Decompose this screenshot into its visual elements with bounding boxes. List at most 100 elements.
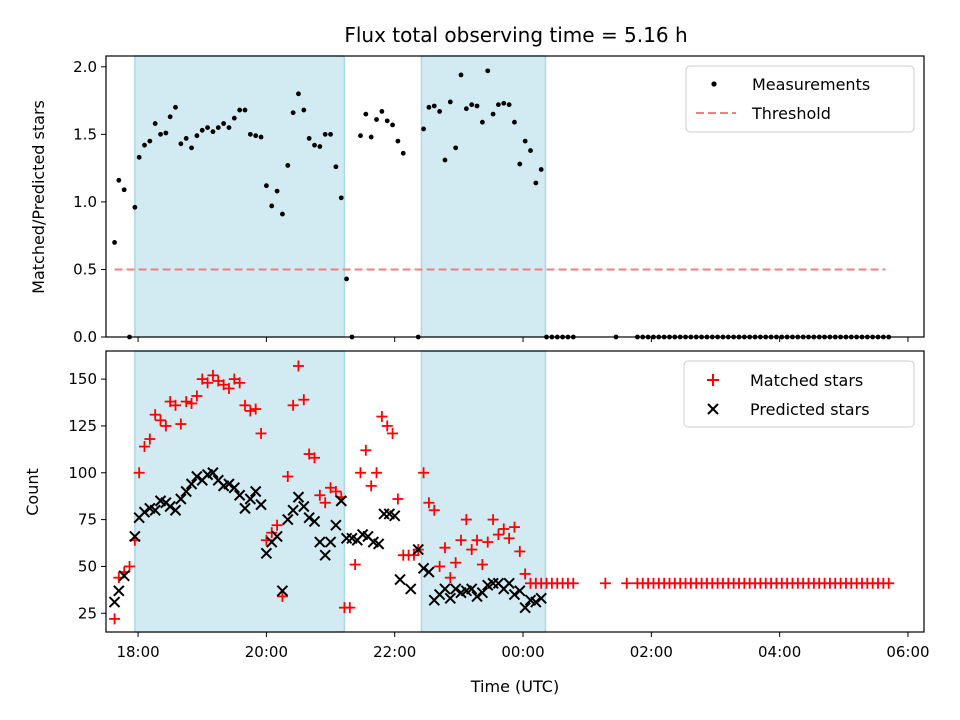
y-tick-label: 2.0 [73,58,97,76]
measurement-point [132,204,138,210]
matched-star-point [498,523,510,535]
predicted-star-point [271,530,283,543]
measurement-point [517,161,523,167]
predicted-star-point [476,586,489,599]
matched-star-point [180,396,192,408]
predicted-star-point [388,510,401,522]
measurement-point [368,134,374,140]
measurement-point [533,180,539,186]
measurement-point [442,157,448,163]
measurement-point [358,133,363,139]
measurement-point [458,72,464,78]
matched-star-point [175,418,187,430]
matched-star-point [381,420,393,432]
matched-star-point [476,559,488,571]
measurement-point [453,145,459,151]
matched-star-point [344,602,356,614]
predicted-star-point [319,549,331,561]
measurement-point [344,276,349,282]
predicted-star-point [378,508,390,520]
predicted-star-point [185,478,198,490]
top-y-axis-label: Matched/Predicted stars [29,100,48,294]
measurement-point [152,121,158,126]
measurement-point [183,136,189,141]
predicted-star-point [519,601,531,614]
bottom-panel: 25 50 75 100 125 150 18:00 20:00 22:00 00:00 02:0… [23,350,930,696]
matched-star-point [450,557,462,569]
matched-star-point [239,399,251,411]
predicted-star-point [191,470,203,483]
predicted-star-point [138,506,151,518]
predicted-star-point [298,500,310,513]
predicted-star-point [444,592,457,604]
predicted-star-point [180,485,192,498]
matched-star-point [354,467,366,479]
y-tick-label: 0.5 [73,260,97,278]
predicted-star-point [233,489,246,501]
predicted-star-point [207,467,219,479]
measurement-point [116,177,122,183]
measurement-point [474,103,480,109]
measurement-point [274,188,280,194]
matched-star-point [144,433,156,445]
measurement-point [421,126,426,132]
matched-star-point [418,467,430,479]
predicted-star-point [324,536,337,548]
measurement-point [163,130,169,136]
matched-star-point [423,497,435,509]
measurement-point [253,133,259,139]
measurement-point [322,131,328,137]
predicted-star-point [412,543,424,556]
measurement-point [112,240,117,245]
x-tick-label: 18:00 [116,643,159,661]
matched-star-point [360,444,372,456]
matched-star-point [309,452,321,464]
matched-star-point [124,560,136,572]
measurement-point [312,142,317,148]
measurement-point [463,106,469,112]
predicted-star-point [465,583,478,595]
matched-star-point [519,568,531,580]
matched-star-point [191,390,203,402]
legend-matched-label: Matched stars [750,371,863,390]
legend-predicted-marker [707,403,719,415]
bottom-x-ticks: 18:00 20:00 22:00 00:00 02:00 04:00 06:00 [116,632,930,661]
predicted-star-point [164,500,176,513]
predicted-star-point [417,562,430,575]
measurement-point [263,183,269,189]
measurement-point [285,163,291,168]
predicted-star-point [335,495,347,507]
predicted-star-point [394,573,406,586]
measurement-point [437,108,443,114]
measurement-point [136,154,142,160]
measurement-point [306,136,312,141]
predicted-star-point [330,519,342,531]
matched-star-point [109,613,121,625]
measurement-point [426,104,432,110]
predicted-star-point [249,485,262,498]
matched-star-point [514,545,526,557]
predicted-star-point [308,515,321,528]
predicted-star-point [405,583,417,595]
matched-star-point [392,493,404,505]
matched-star-point [266,527,278,539]
measurement-point [363,111,369,117]
predicted-star-point [282,513,294,526]
matched-star-point [455,534,467,546]
predicted-star-point [118,570,130,582]
measurement-point [328,131,333,137]
matched-star-point [365,480,377,492]
top-panel: 0.00.51.01.52.0 Matched/Predicted stars … [29,55,925,346]
predicted-star-point [260,547,273,560]
matched-star-point [330,486,342,497]
predicted-star-point [303,512,315,524]
matched-star-point [160,420,172,432]
top-shaded-spans [134,55,547,338]
matched-star-point [492,529,504,541]
y-tick-label: 1.5 [73,125,97,143]
measurement-point [431,103,437,109]
matched-star-point [319,497,331,509]
matched-star-point [138,441,150,453]
measurement-point [189,145,194,151]
measurement-point [231,115,237,121]
